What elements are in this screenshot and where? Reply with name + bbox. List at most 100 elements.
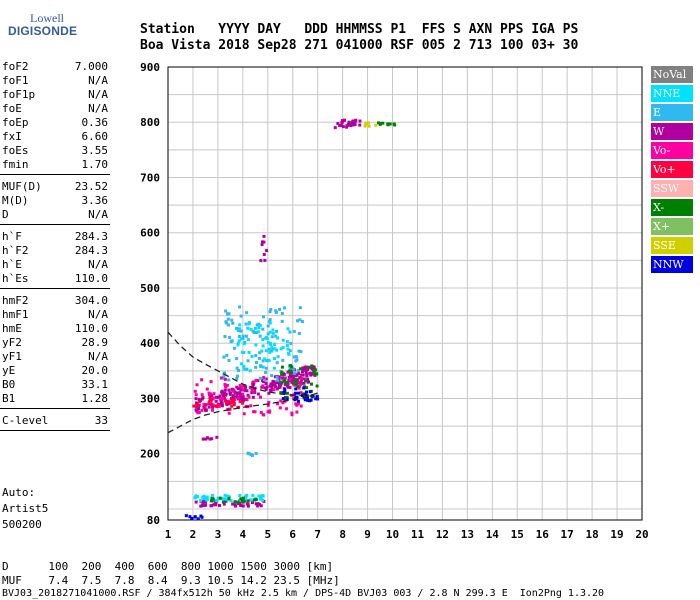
- echo-point-w: [234, 504, 238, 508]
- echo-point-nne: [279, 347, 283, 351]
- echo-point-w: [194, 500, 198, 504]
- echo-point-vo: [225, 383, 229, 387]
- echo-point-e: [292, 371, 296, 375]
- echo-point-nne: [281, 346, 285, 350]
- legend-item-nnw: NNW: [651, 256, 693, 273]
- echo-point-sse: [366, 121, 370, 125]
- echo-point-w: [353, 123, 357, 127]
- echo-point-nne: [250, 498, 254, 502]
- param-row-21: B0 33.1: [2, 378, 108, 392]
- echo-point-w: [281, 376, 285, 380]
- x-tick-label: 8: [339, 528, 346, 541]
- echo-point-x: [310, 364, 314, 368]
- echo-point-x: [294, 378, 298, 382]
- param-row-23: C-level 33: [2, 414, 108, 428]
- echo-point-vo: [299, 404, 303, 408]
- echo-point-e: [283, 306, 287, 310]
- param-row-15: hmF2 304.0: [2, 294, 108, 308]
- echo-point-w: [230, 387, 234, 391]
- echo-point-e: [241, 334, 245, 338]
- echo-point-w: [311, 368, 315, 372]
- echo-point-e: [270, 349, 274, 353]
- echo-point-w: [223, 397, 227, 401]
- echo-point-sse: [374, 123, 378, 127]
- echo-point-nnw: [314, 397, 318, 401]
- echo-point-e: [225, 353, 229, 357]
- echo-point-vo: [203, 405, 207, 409]
- echo-point-w: [264, 382, 268, 386]
- echo-point-e: [255, 323, 259, 327]
- echo-point-e: [264, 366, 268, 370]
- echo-point-vo: [193, 389, 197, 393]
- echo-point-vo: [217, 404, 221, 408]
- param-value: 3.55: [81, 144, 109, 157]
- echo-point-nne: [222, 497, 226, 501]
- echo-point-nne: [260, 349, 264, 353]
- echo-point-x: [246, 499, 250, 503]
- echo-point-w: [275, 387, 279, 391]
- echo-point-vo: [252, 390, 256, 394]
- echo-point-w: [241, 399, 245, 403]
- echo-point-nne: [226, 498, 230, 502]
- echo-point-vo: [299, 382, 303, 386]
- echo-point-nne: [205, 495, 209, 499]
- echo-point-e: [267, 347, 271, 351]
- echo-point-nnw: [296, 391, 300, 395]
- param-value: N/A: [88, 74, 108, 87]
- echo-point-e: [261, 359, 265, 363]
- x-tick-label: 15: [511, 528, 524, 541]
- echo-point-x: [280, 381, 284, 385]
- echo-point-w: [235, 391, 239, 395]
- echo-point-vo: [215, 405, 219, 409]
- param-value: N/A: [88, 350, 108, 363]
- echo-point-w: [260, 240, 264, 244]
- echo-point-nne: [239, 337, 243, 341]
- echo-point-e: [246, 359, 250, 363]
- echo-point-w: [201, 500, 205, 504]
- echo-point-w: [245, 389, 249, 393]
- echo-point-vo: [242, 412, 246, 416]
- echo-point-nne: [251, 493, 255, 497]
- y-tick-label: 600: [140, 227, 160, 240]
- echo-point-w: [224, 392, 228, 396]
- lowell-digisonde-logo: Lowell DIGISONDE: [4, 6, 77, 40]
- echo-point-e: [288, 330, 292, 334]
- echo-point-nne: [258, 323, 262, 327]
- echo-point-e: [280, 319, 284, 323]
- echo-point-e: [274, 310, 278, 314]
- echo-point-vo: [209, 399, 213, 403]
- echo-point-w: [267, 391, 271, 395]
- echo-point-e: [255, 331, 259, 335]
- echo-point-nne: [268, 350, 272, 354]
- echo-point-x: [209, 499, 213, 503]
- echo-point-e: [236, 329, 240, 333]
- echo-point-w: [220, 401, 224, 405]
- echo-point-vo: [210, 402, 214, 406]
- echo-point-e: [289, 341, 293, 345]
- echo-point-w: [220, 404, 224, 408]
- x-tick-label: 14: [486, 528, 500, 541]
- echo-point-w: [238, 500, 242, 504]
- param-row-4: foEp 0.36: [2, 116, 108, 130]
- echo-point-w: [351, 123, 355, 127]
- echo-point-nnw: [285, 397, 289, 401]
- echo-point-nnw: [304, 390, 308, 394]
- param-name: h`F2: [2, 244, 29, 257]
- echo-point-w: [297, 372, 301, 376]
- echo-point-w: [260, 243, 264, 247]
- echo-point-nne: [249, 327, 253, 331]
- echo-point-w: [270, 383, 274, 387]
- echo-point-nnw: [309, 398, 313, 402]
- echo-point-nne: [204, 498, 208, 502]
- echo-point-w: [286, 370, 290, 374]
- virtual-height-trace-curve: [167, 392, 318, 434]
- echo-point-e: [252, 331, 256, 335]
- echo-point-nne: [286, 327, 290, 331]
- param-name: foEp: [2, 116, 29, 129]
- echo-point-e: [244, 334, 248, 338]
- param-separator: [0, 174, 110, 175]
- echo-point-e: [241, 336, 245, 340]
- echo-point-e: [230, 339, 234, 343]
- param-name: yF1: [2, 350, 22, 363]
- param-value: 304.0: [74, 294, 108, 307]
